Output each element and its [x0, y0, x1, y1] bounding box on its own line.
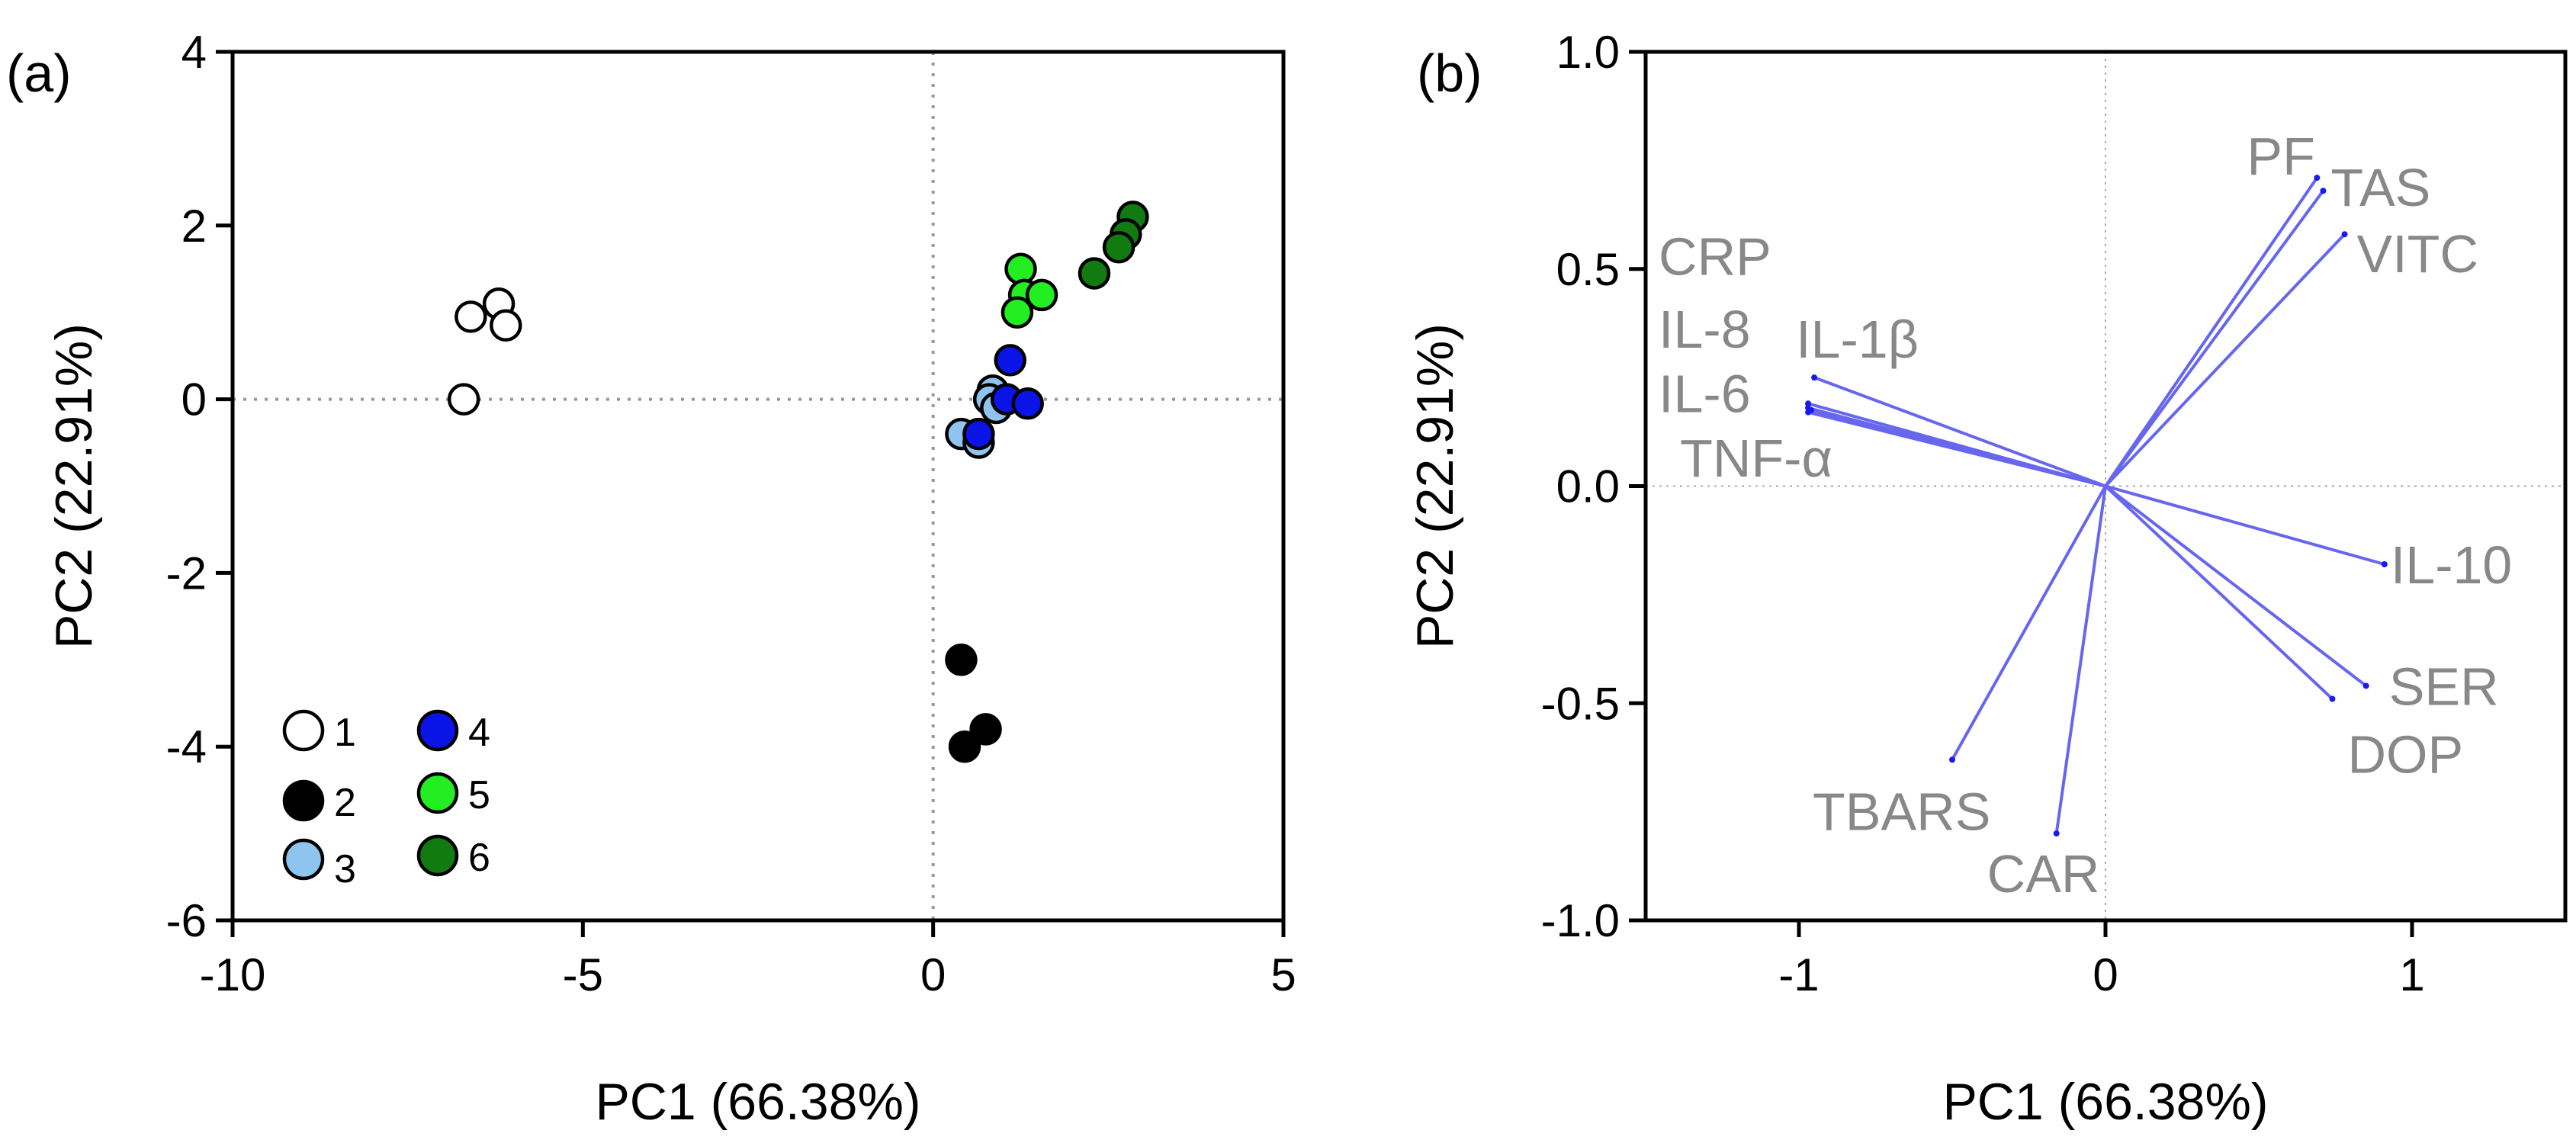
loading-vector-vitc: [2104, 233, 2346, 487]
group-4-point: [994, 344, 1026, 377]
panel-b-loading-vectors: [1805, 175, 2388, 837]
loading-endpoint-pf: [2314, 175, 2321, 181]
loading-endpoint-tas: [2320, 188, 2327, 194]
x-tick-label: 0: [2093, 949, 2118, 1000]
panel-b-y-axis-label: PC2 (22.91%): [1406, 323, 1464, 649]
group-2-point: [948, 730, 981, 763]
legend-label-5: 5: [468, 773, 490, 817]
x-tick-label: 5: [1270, 949, 1296, 1000]
legend-marker-2: [282, 779, 325, 822]
loading-label-dop: DOP: [2347, 725, 2463, 785]
group-5-point: [1004, 252, 1037, 285]
loading-endpoint-il-1: [1811, 374, 1818, 381]
loading-label-tbars: TBARS: [1813, 782, 1990, 841]
loading-label-il-8: IL-8: [1659, 300, 1751, 359]
legend-marker-3: [282, 838, 325, 881]
y-tick-label: -2: [166, 547, 207, 599]
panel-a-x-axis: -10 -5 0 5: [200, 920, 1296, 1000]
panel-a-points: [447, 201, 1149, 763]
loading-label-ser: SER: [2389, 657, 2499, 716]
loading-label-tas: TAS: [2330, 158, 2430, 217]
loading-label-vitc: VITC: [2357, 224, 2478, 284]
panel-b-x-axis-label: PC1 (66.38%): [1942, 1073, 2268, 1131]
panel-b-label: (b): [1417, 43, 1482, 103]
panel-b: (b) -1 0 1 -1.0 -0.5 0.0 0.5 1.0 CRP IL-8IL-6 IL…: [1406, 27, 2568, 1131]
legend-marker-6: [416, 834, 459, 877]
panel-b-x-axis: -1 0 1: [1778, 920, 2425, 1000]
y-tick-label: -0.5: [1541, 678, 1620, 729]
legend-marker-1: [282, 709, 325, 752]
x-tick-label: -5: [563, 949, 603, 1000]
loading-vector-il-10: [2105, 484, 2385, 566]
loading-endpoint-il-10: [2381, 561, 2388, 568]
panel-b-loading-labels: CRP IL-8IL-6 IL-1β TNF-α PF TAS VITC IL-10 SER DO…: [1659, 127, 2512, 904]
loading-endpoint-car: [2053, 830, 2060, 837]
x-tick-label: 1: [2399, 949, 2424, 1000]
legend-label-1: 1: [334, 711, 356, 755]
loading-vector-tas: [2104, 190, 2325, 487]
x-tick-label: -1: [1778, 949, 1819, 1000]
loading-vector-tbars: [1951, 485, 2107, 761]
group-5-point: [1001, 296, 1034, 329]
y-tick-label: 0.0: [1556, 461, 1620, 512]
loading-label-car: CAR: [1987, 844, 2100, 904]
group-1-point: [447, 383, 480, 416]
group-2-point: [945, 644, 978, 676]
loading-vector-dop: [2104, 485, 2333, 701]
y-tick-label: 1.0: [1556, 27, 1620, 78]
panel-a-y-axis: -6 -4 -2 0 2 4: [166, 27, 233, 946]
group-1-point: [490, 309, 522, 342]
x-tick-label: -10: [200, 949, 266, 1000]
group-6-point: [1078, 257, 1111, 290]
loading-vector-car: [2054, 486, 2107, 834]
loading-label-il-10: IL-10: [2391, 535, 2513, 595]
panel-a-label: (a): [6, 43, 72, 103]
loading-vector-tnf: [1810, 408, 2106, 488]
group-2-point: [969, 713, 1002, 746]
group-4-point: [962, 417, 995, 451]
panel-a: (a) -10 -5 0 5 -6 -4 -2 0 2 4 1 2 3 4 5 6 PC1 (66.38%…: [6, 27, 1296, 1131]
legend-marker-4: [416, 709, 459, 752]
panel-a-legend: 1 2 3 4 5 6: [282, 709, 490, 891]
panel-a-y-axis-label: PC2 (22.91%): [45, 323, 103, 649]
loading-endpoint-tbars: [1949, 756, 1955, 763]
loading-vector-ser: [2104, 484, 2367, 688]
y-tick-label: -1.0: [1541, 895, 1620, 946]
loading-label-pf: PF: [2247, 127, 2314, 186]
loading-endpoint-tnf: [1808, 406, 1815, 413]
group-4-point: [1011, 387, 1044, 420]
panel-a-x-axis-label: PC1 (66.38%): [595, 1073, 920, 1131]
y-tick-label: -6: [166, 895, 207, 946]
x-tick-label: 0: [920, 949, 946, 1000]
y-tick-label: 2: [181, 201, 207, 252]
group-1-point: [454, 300, 487, 333]
legend-label-6: 6: [468, 836, 490, 880]
loading-endpoint-ser: [2362, 682, 2369, 689]
loading-label-il-1: IL-1β: [1796, 310, 1919, 369]
y-tick-label: 0.5: [1556, 244, 1620, 295]
loading-endpoint-crp: [1805, 400, 1812, 407]
y-tick-label: -4: [166, 721, 207, 772]
panel-b-y-axis: -1.0 -0.5 0.0 0.5 1.0: [1541, 27, 1646, 946]
panel-a-plot-frame: [230, 50, 1286, 923]
loading-endpoint-dop: [2329, 695, 2336, 702]
loading-endpoint-vitc: [2341, 231, 2348, 238]
legend-label-4: 4: [468, 711, 490, 755]
group-5-point: [1025, 278, 1058, 312]
y-tick-label: 0: [181, 374, 207, 425]
group-6-point: [1102, 231, 1135, 264]
loading-vector-il-1: [1813, 376, 2106, 488]
legend-label-3: 3: [334, 847, 356, 891]
loading-label-tnf: TNF-α: [1680, 429, 1832, 488]
loading-vector-pf: [2104, 177, 2319, 487]
legend-marker-5: [416, 772, 459, 814]
legend-label-2: 2: [334, 781, 356, 825]
y-tick-label: 4: [181, 27, 207, 78]
loading-label-il-6: IL-6: [1659, 364, 1751, 424]
loading-label-crp: CRP: [1659, 226, 1771, 286]
